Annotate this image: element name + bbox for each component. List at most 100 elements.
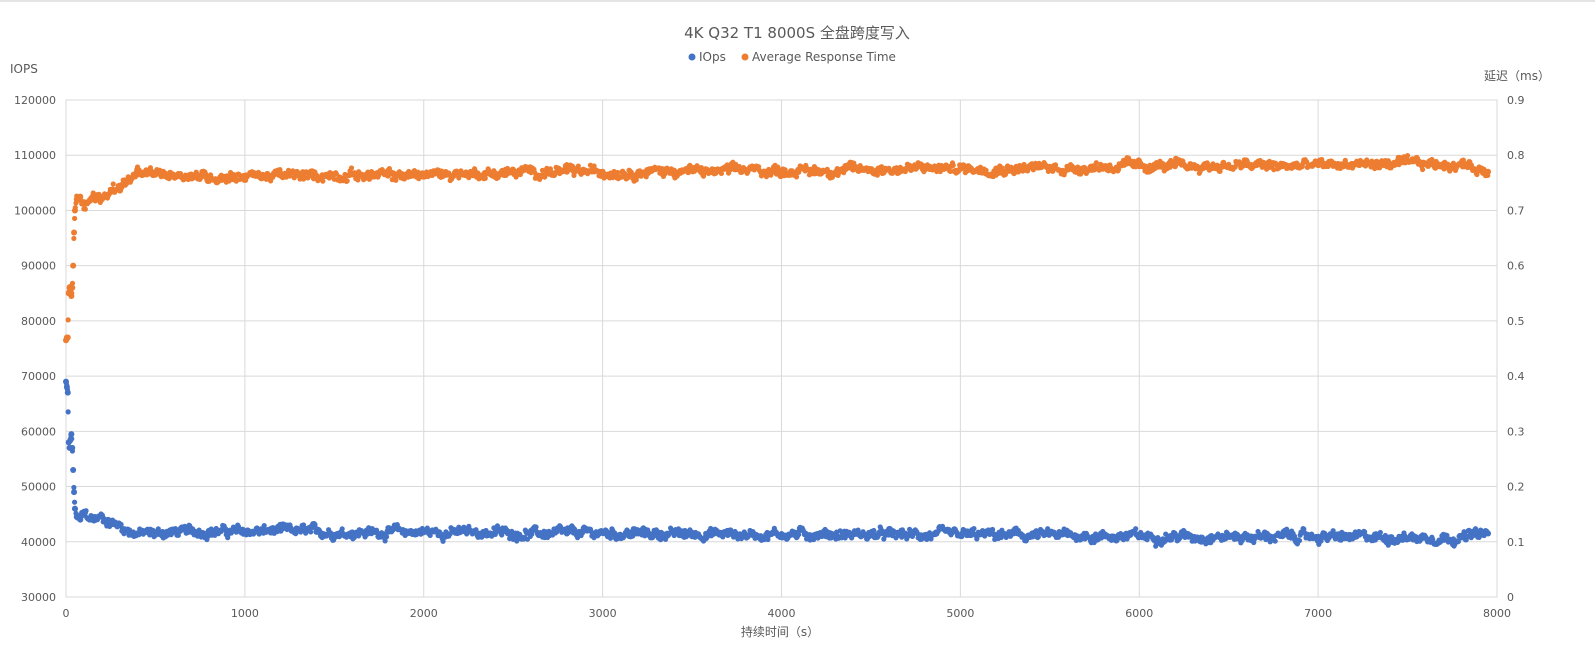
x-tick-label: 3000 [589,607,617,620]
chart-title: 4K Q32 T1 8000S 全盘跨度写入 [684,24,910,42]
y-left-tick-label: 50000 [21,481,56,494]
data-point [1404,152,1411,159]
data-point [320,178,326,184]
x-tick-label: 7000 [1304,607,1332,620]
data-point [1455,538,1461,545]
data-point [72,506,78,512]
data-point [1272,538,1278,544]
data-point [959,533,965,540]
data-point [71,499,78,505]
y-right-tick-label: 0.5 [1507,315,1525,328]
data-point [1052,162,1059,168]
data-point [775,164,781,170]
data-point [312,521,318,528]
data-point [1217,168,1223,174]
series-response-time [63,152,1492,344]
data-point [1296,537,1303,544]
y-right-tick-label: 0.1 [1507,536,1525,549]
data-point [110,181,116,187]
x-tick-label: 2000 [410,607,438,620]
x-tick-label: 6000 [1125,607,1153,620]
data-point [69,448,76,454]
data-point [82,206,88,212]
data-point [1474,171,1480,178]
data-point [69,436,75,442]
y-left-tick-label: 110000 [14,149,56,162]
x-tick-label: 1000 [231,607,259,620]
grid-layer [65,99,1498,598]
data-point [383,534,390,540]
x-axis-title: 持续时间（s） [741,624,819,639]
data-point [72,205,78,211]
data-point [344,178,350,184]
x-tick-label: 0 [63,607,70,620]
data-point [782,167,788,173]
y-left-tick-label: 120000 [14,94,56,107]
data-point [482,175,488,181]
legend-marker-iops [688,53,696,61]
data-point [1316,162,1322,168]
data-point [312,169,318,175]
data-point [71,215,78,222]
data-point [1419,166,1426,173]
y-left-tick-label: 40000 [21,536,56,549]
y-right-axis-title: 延迟（ms） [1484,69,1550,83]
data-point [974,536,980,542]
series-iops [63,378,1492,549]
data-point [393,177,399,183]
data-point [720,534,726,540]
data-point [308,529,314,535]
data-point [70,263,76,269]
y-right-tick-label: 0.6 [1507,260,1525,273]
y-left-axis-title: IOPS [10,62,38,76]
data-point [339,526,345,532]
y-left-tick-label: 70000 [21,370,56,383]
x-tick-label: 8000 [1483,607,1511,620]
data-point [1485,172,1491,179]
y-left-tick-label: 100000 [14,204,56,217]
data-point [718,170,724,177]
data-point [69,280,76,286]
data-point [132,174,139,180]
data-point [1362,529,1368,535]
data-point [607,535,614,541]
y-left-tick-label: 90000 [21,260,56,273]
legend-label-iops: IOps [699,50,726,64]
data-point [454,168,460,174]
tick-layer: 3000040000500006000070000800009000010000… [14,94,1525,620]
y-right-tick-label: 0 [1507,591,1514,604]
data-point [473,527,479,533]
data-point [64,387,71,393]
data-point [1377,529,1383,536]
data-point [1093,160,1099,166]
y-left-tick-label: 30000 [21,591,56,604]
data-point [83,508,89,514]
data-point [71,235,77,242]
data-point [69,290,75,296]
data-point [71,489,78,496]
data-point [65,409,71,415]
data-point [440,538,446,544]
data-point [1485,530,1491,536]
data-point [871,527,877,534]
data-point [533,524,539,530]
data-point [1377,165,1383,171]
legend-label-response-time: Average Response Time [752,50,896,64]
data-point [950,162,956,168]
data-point [796,531,802,538]
data-point [71,484,77,491]
data-point [1133,526,1139,532]
data-point [633,177,639,183]
data-point [73,200,79,206]
y-right-tick-label: 0.7 [1507,204,1525,217]
data-point [64,335,71,342]
x-tick-label: 4000 [768,607,796,620]
data-point [793,174,800,180]
y-right-tick-label: 0.4 [1507,370,1525,383]
series-layer [63,152,1492,549]
data-point [64,382,70,388]
y-right-tick-label: 0.3 [1507,425,1525,438]
data-point [874,172,880,178]
data-point [1144,537,1150,543]
